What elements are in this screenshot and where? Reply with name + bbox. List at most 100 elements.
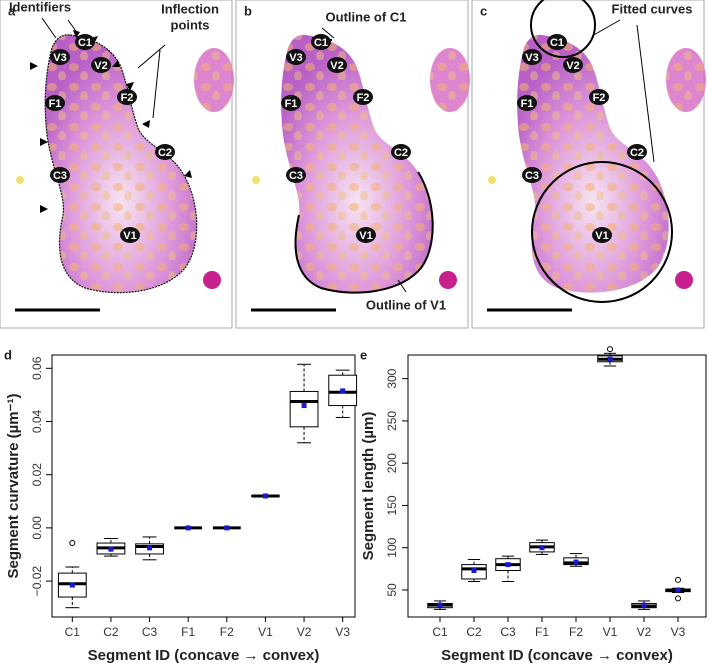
y-tick-label: 0.04 [30,409,44,433]
outlier [69,540,76,547]
y-tick-label: 0.02 [30,463,44,487]
segment-badge [592,227,612,243]
annotation: Fitted curves [612,1,693,16]
annotation: points [171,17,210,32]
mean-point [108,546,114,552]
mean-point [641,602,647,608]
annotation: Outline of V1 [366,297,446,312]
segment-label: V1 [595,230,608,242]
segment-label: V3 [53,52,66,64]
segment-badge [547,34,567,50]
segment-badge [563,57,583,73]
panel-c: c C1 V3 V2 F1 F2 C2 C3 V1 Fitted curves [470,0,708,330]
segment-badge [311,34,331,50]
x-tick-label: F1 [181,625,195,639]
x-tick-label: V2 [637,625,652,639]
x-tick-label: C1 [432,625,448,639]
segment-label: C2 [394,147,408,159]
segment-label: C1 [314,37,328,49]
panel-letter: e [360,347,367,362]
segment-badge [522,167,542,183]
y-tick-label: 0.06 [30,356,44,380]
mean-point [147,545,153,551]
y-axis-title: Segment curvature (µm⁻¹) [5,394,22,579]
segment-badge [522,49,542,65]
outlier [675,576,681,583]
y-axis-title: Segment length (µm) [360,412,377,561]
segment-badge [75,34,95,50]
y-tick-label: 50 [385,583,399,597]
chart-d: d −0.02 0.00 0.02 0.04 0.06 Segment curvature … [4,347,358,664]
x-tick-label: C2 [103,625,119,639]
mean-point [471,568,477,574]
segment-label: F2 [357,92,370,104]
mean-point [185,525,191,531]
x-tick-label: C3 [500,625,516,639]
segment-label: C1 [78,37,92,49]
plot-frame [407,354,707,618]
mean-point [505,562,511,568]
segment-badge [50,49,70,65]
segment-label: V2 [566,60,579,72]
outlier [675,595,681,602]
segment-label: C3 [53,170,67,182]
segment-badge [50,167,70,183]
segment-label: F1 [49,98,62,110]
mean-point [437,602,443,608]
annotation: Outline of C1 [326,9,407,24]
segment-badge [353,89,373,105]
x-tick-label: V3 [335,625,350,639]
x-tick-label: V2 [297,625,312,639]
segment-badge [155,144,175,160]
segment-badge [286,167,306,183]
x-tick-label: V3 [671,625,686,639]
x-axis-title: Segment ID (concave → convex) [441,647,673,664]
panel-letter: b [244,3,252,18]
y-tick-label: 100 [385,537,399,557]
segment-label: V2 [330,60,343,72]
segment-badge [45,95,65,111]
mean-point [675,587,681,593]
segment-badge [391,144,411,160]
mean-point [224,525,230,531]
segment-badge [517,95,537,111]
y-tick-label: 300 [385,368,399,388]
panel-a: a C1 V3 V2 F1 F2 C2 C3 V1 Identifiers Inflectionpo… [0,0,236,330]
segment-badge [589,89,609,105]
mean-point [69,582,75,588]
x-tick-label: C2 [466,625,482,639]
panel-letter: d [4,347,12,362]
segment-badge [327,57,347,73]
plot-frame [51,354,356,618]
mean-point [340,388,346,394]
segment-label: F2 [593,92,606,104]
segment-label: C2 [158,147,172,159]
box [289,390,319,428]
segment-badge [120,227,140,243]
segment-label: F1 [285,98,298,110]
y-tick-label: 150 [385,495,399,515]
x-tick-label: F1 [535,625,549,639]
panel-letter: c [480,3,487,18]
annotation: Inflection [161,1,219,16]
y-tick-label: 250 [385,411,399,431]
segment-label: F1 [521,98,534,110]
segment-label: F2 [121,92,134,104]
segment-badge [91,57,111,73]
segment-badge [356,227,376,243]
outlier [607,346,613,353]
segment-label: V3 [525,52,538,64]
annotation: Identifiers [9,0,71,14]
segment-label: V3 [289,52,302,64]
segment-label: V1 [123,230,136,242]
panel-b: b C1 V3 V2 F1 F2 C2 C3 V1 Outline of C1 Outline of… [234,0,472,330]
x-tick-label: F2 [569,625,583,639]
segment-label: V2 [94,60,107,72]
segment-badge [281,95,301,111]
x-tick-label: F2 [220,625,234,639]
mean-point [607,356,613,362]
x-tick-label: C1 [65,625,81,639]
x-tick-label: V1 [603,625,618,639]
segment-label: C1 [550,37,564,49]
mean-point [262,493,268,499]
